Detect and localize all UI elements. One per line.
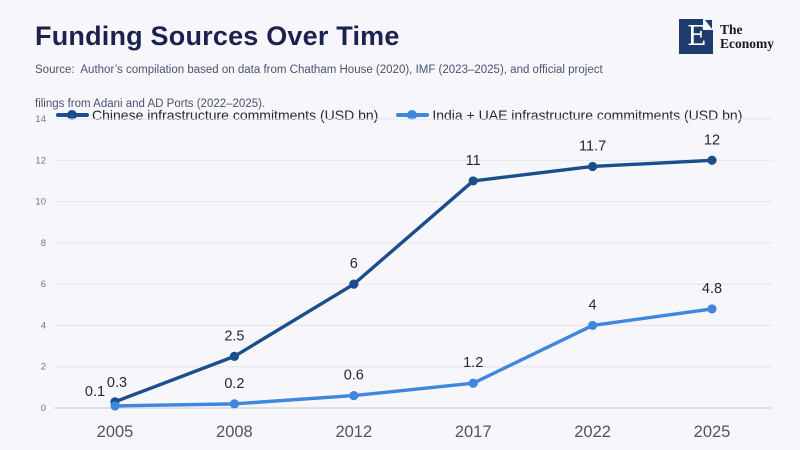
data-point-0-5 bbox=[707, 155, 717, 165]
data-label-0-0: 0.3 bbox=[107, 375, 127, 391]
y-tick-label-10: 10 bbox=[35, 197, 46, 208]
data-point-1-5 bbox=[707, 304, 717, 314]
data-point-0-4 bbox=[588, 161, 598, 172]
data-point-1-0 bbox=[110, 401, 120, 411]
data-label-0-2: 6 bbox=[350, 256, 358, 272]
x-tick-label-2008: 2008 bbox=[216, 423, 253, 441]
logo-monogram-box: E bbox=[679, 19, 713, 54]
data-point-1-1 bbox=[229, 399, 239, 409]
source-note: Source: Author’s compilation based on da… bbox=[35, 62, 603, 113]
x-tick-label-2012: 2012 bbox=[335, 423, 372, 441]
series-line-0 bbox=[113, 158, 714, 404]
data-label-0-3: 11 bbox=[466, 153, 481, 169]
legend-marker-india-uae-icon bbox=[396, 109, 430, 121]
y-tick-label-14: 14 bbox=[35, 114, 46, 125]
data-label-1-2: 0.6 bbox=[344, 368, 364, 384]
legend-marker-chinese-icon bbox=[56, 109, 89, 121]
logo-wordmark-line2: Economy bbox=[720, 35, 774, 51]
the-economy-logo: E The Economy bbox=[679, 19, 774, 54]
logo-letter-e: E bbox=[687, 21, 707, 52]
y-tick-label-2: 2 bbox=[41, 362, 46, 373]
data-point-1-3 bbox=[468, 378, 478, 388]
y-tick-label-0: 0 bbox=[41, 403, 46, 414]
page-title: Funding Sources Over Time bbox=[35, 21, 400, 51]
data-label-1-4: 4 bbox=[589, 297, 597, 313]
series-line-1 bbox=[113, 307, 714, 408]
source-line-1: Source: Author’s compilation based on da… bbox=[35, 64, 603, 76]
logo-wordmark-line1: The bbox=[720, 21, 743, 37]
data-point-0-3 bbox=[468, 176, 478, 186]
y-tick-label-8: 8 bbox=[41, 238, 46, 249]
logo-notch-icon bbox=[703, 19, 713, 30]
data-label-1-1: 0.2 bbox=[224, 376, 244, 392]
x-tick-label-2005: 2005 bbox=[97, 423, 134, 441]
data-label-1-3: 1.2 bbox=[463, 355, 483, 371]
data-label-1-0: 0.1 bbox=[85, 384, 105, 400]
x-tick-label-2022: 2022 bbox=[574, 423, 611, 441]
data-point-1-2 bbox=[349, 391, 359, 401]
data-point-1-4 bbox=[588, 320, 598, 331]
y-tick-label-6: 6 bbox=[41, 279, 46, 290]
x-tick-label-2017: 2017 bbox=[455, 423, 492, 441]
data-label-0-4: 11.7 bbox=[579, 138, 606, 154]
data-label-1-5: 4.8 bbox=[702, 281, 722, 297]
y-tick-label-12: 12 bbox=[35, 155, 46, 166]
source-line-2: filings from Adani and AD Ports (2022–20… bbox=[35, 98, 266, 110]
data-label-0-5: 12 bbox=[704, 132, 720, 148]
data-label-0-1: 2.5 bbox=[224, 328, 244, 344]
data-point-0-2 bbox=[349, 279, 359, 289]
data-point-0-1 bbox=[229, 351, 239, 361]
logo-wordmark: The Economy bbox=[720, 21, 774, 51]
x-tick-label-2025: 2025 bbox=[694, 423, 731, 441]
y-tick-label-4: 4 bbox=[41, 320, 46, 331]
